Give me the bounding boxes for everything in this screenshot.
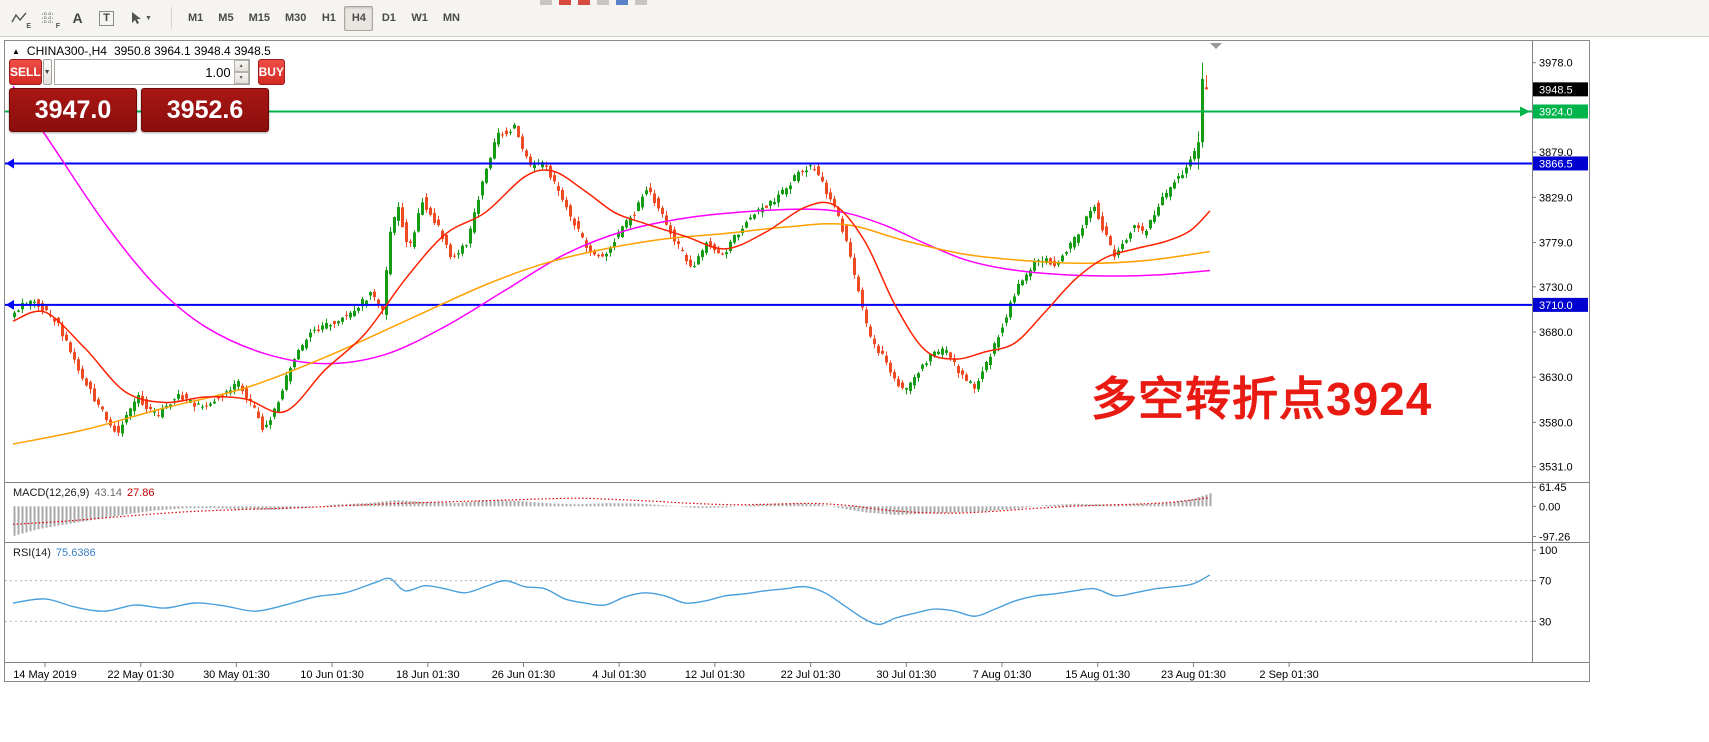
svg-text:4 Jul 01:30: 4 Jul 01:30 <box>592 669 646 681</box>
svg-text:3829.0: 3829.0 <box>1539 192 1573 204</box>
svg-text:2 Sep 01:30: 2 Sep 01:30 <box>1259 669 1318 681</box>
timeframe-h1[interactable]: H1 <box>321 12 336 24</box>
top-toolbar: E F A T ▼ M1 M5 M15 M30 H1 H4 D1 W1 MN <box>0 0 1709 37</box>
svg-text:3710.0: 3710.0 <box>1539 300 1573 312</box>
svg-text:3779.0: 3779.0 <box>1539 238 1573 250</box>
icon-sub-label: F <box>55 22 60 30</box>
svg-text:100: 100 <box>1539 545 1557 557</box>
chart-title: ▲ CHINA300-,H4 3950.8 3964.1 3948.4 3948… <box>12 44 271 58</box>
rsi-value: 75.6386 <box>55 547 96 559</box>
timeframe-h4[interactable]: H4 <box>344 5 374 31</box>
ohlc-values: 3950.8 3964.1 3948.4 3948.5 <box>113 44 271 58</box>
svg-text:15 Aug 01:30: 15 Aug 01:30 <box>1065 669 1130 681</box>
volume-input[interactable] <box>53 59 250 85</box>
timeframe-toolbar: M1 M5 M15 M30 H1 H4 D1 W1 MN <box>181 5 468 31</box>
volume-down-button[interactable]: ▼ <box>233 72 249 84</box>
indicator-zigzag-icon <box>11 12 27 23</box>
window-collapse-icon: ▲ <box>12 46 20 56</box>
buy-price-display[interactable]: 3952.6 <box>141 88 269 132</box>
moving-averages <box>12 85 1211 445</box>
one-click-trading-panel: SELL ▼ ▲ ▼ BUY 3947.0 3952.6 <box>9 59 285 132</box>
timeframe-m1[interactable]: M1 <box>188 12 204 24</box>
timeframe-m5[interactable]: M5 <box>218 12 234 24</box>
text-tool-icon[interactable]: A <box>72 10 83 26</box>
svg-text:26 Jun 01:30: 26 Jun 01:30 <box>492 669 556 681</box>
svg-text:0.00: 0.00 <box>1539 501 1560 513</box>
svg-text:3630.0: 3630.0 <box>1539 372 1573 384</box>
pane-frames <box>5 41 1589 663</box>
volume-up-button[interactable]: ▲ <box>233 60 249 72</box>
svg-text:3924.0: 3924.0 <box>1539 106 1573 118</box>
svg-text:30 May 01:30: 30 May 01:30 <box>203 669 270 681</box>
svg-text:30 Jul 01:30: 30 Jul 01:30 <box>876 669 936 681</box>
timeframe-m30[interactable]: M30 <box>284 12 307 24</box>
grid-dots-icon <box>42 12 54 24</box>
buy-button[interactable]: BUY <box>257 59 285 85</box>
rsi-indicator-label: RSI(14) 75.6386 <box>13 547 96 559</box>
toolbar-separator <box>171 7 172 29</box>
svg-text:3978.0: 3978.0 <box>1539 58 1573 70</box>
date-axis[interactable]: 14 May 2019 22 May 01:30 30 May 01:30 10 Ju… <box>13 663 1319 681</box>
symbol-period-label: CHINA300-,H4 <box>26 44 107 58</box>
cursor-arrow-icon <box>132 12 142 24</box>
svg-text:18 Jun 01:30: 18 Jun 01:30 <box>396 669 460 681</box>
timeframe-mn[interactable]: MN <box>442 12 460 24</box>
sell-price-display[interactable]: 3947.0 <box>9 88 137 132</box>
svg-text:22 May 01:30: 22 May 01:30 <box>107 669 174 681</box>
svg-text:3580.0: 3580.0 <box>1539 417 1573 429</box>
volume-stepper: ▲ ▼ <box>233 60 249 84</box>
grid-icon[interactable]: F <box>35 6 62 31</box>
rsi-pane <box>5 574 1532 626</box>
macd-signal-value: 27.86 <box>126 487 155 499</box>
timeframe-m15[interactable]: M15 <box>248 12 270 24</box>
svg-text:3866.5: 3866.5 <box>1539 158 1573 170</box>
svg-text:12 Jul 01:30: 12 Jul 01:30 <box>685 669 745 681</box>
svg-text:3948.5: 3948.5 <box>1539 84 1573 96</box>
svg-text:23 Aug 01:30: 23 Aug 01:30 <box>1161 669 1226 681</box>
timeframe-w1[interactable]: W1 <box>411 12 428 24</box>
indicators-icon[interactable]: E <box>6 6 33 31</box>
svg-text:70: 70 <box>1539 576 1551 588</box>
rsi-name: RSI(14) <box>13 547 51 559</box>
chevron-down-icon: ▼ <box>145 14 152 22</box>
order-options-dropdown[interactable]: ▼ <box>42 59 52 85</box>
sell-button[interactable]: SELL <box>9 59 42 85</box>
chart-window: 3978.0 3948.5 3924.0 3879.0 3866.5 3829.0 3779… <box>4 40 1590 682</box>
svg-text:14 May 2019: 14 May 2019 <box>13 669 77 681</box>
cursor-tool-icon[interactable]: ▼ <box>122 6 160 31</box>
icon-sub-label: E <box>26 22 31 30</box>
macd-indicator-label: MACD(12,26,9) 43.14 27.86 <box>13 487 154 499</box>
macd-name: MACD(12,26,9) <box>13 487 90 499</box>
svg-text:3531.0: 3531.0 <box>1539 462 1573 474</box>
clipped-toolbar-icons <box>540 0 647 5</box>
macd-main-value: 43.14 <box>94 487 122 499</box>
template-tool-icon[interactable]: T <box>93 6 120 31</box>
svg-text:3680.0: 3680.0 <box>1539 327 1573 339</box>
svg-text:10 Jun 01:30: 10 Jun 01:30 <box>300 669 364 681</box>
svg-text:-97.26: -97.26 <box>1539 531 1570 543</box>
chart-text-annotation: 多空转折点3924 <box>1091 373 1433 425</box>
svg-text:22 Jul 01:30: 22 Jul 01:30 <box>781 669 841 681</box>
svg-text:3730.0: 3730.0 <box>1539 282 1573 294</box>
chart-shift-marker-icon <box>1210 43 1222 49</box>
svg-text:30: 30 <box>1539 616 1551 628</box>
timeframe-d1[interactable]: D1 <box>381 12 396 24</box>
svg-text:3879.0: 3879.0 <box>1539 147 1573 159</box>
macd-pane <box>12 493 1212 536</box>
svg-text:61.45: 61.45 <box>1539 482 1567 494</box>
svg-text:7 Aug 01:30: 7 Aug 01:30 <box>973 669 1032 681</box>
